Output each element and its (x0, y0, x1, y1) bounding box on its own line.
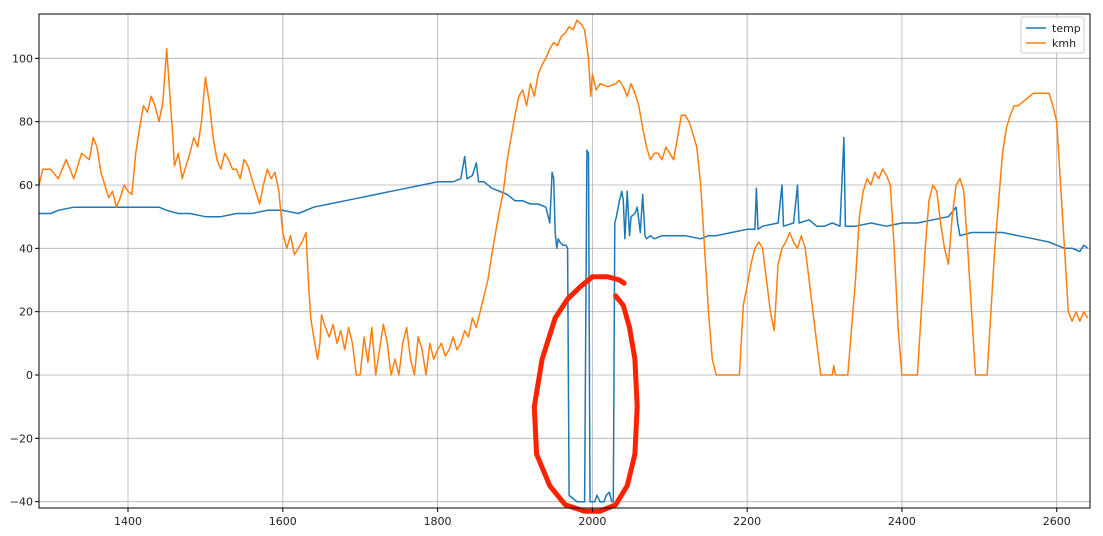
x-tick-label: 2600 (1043, 515, 1071, 528)
x-tick-label: 2000 (578, 515, 606, 528)
y-tick-label: 0 (26, 369, 33, 382)
y-tick-label: 60 (19, 179, 33, 192)
x-tick-label: 1800 (424, 515, 452, 528)
plot-frame (38, 13, 1091, 509)
legend: temp kmh (1020, 16, 1085, 54)
series-line-temp (39, 136, 1089, 503)
series-layer (38, 19, 1089, 503)
x-tick-label: 1600 (269, 515, 297, 528)
red-circle-annotation (531, 274, 640, 514)
y-tick-label: 80 (19, 116, 33, 129)
y-tick-label: 40 (19, 242, 33, 255)
x-tick-label: 1400 (114, 515, 142, 528)
y-tick-label: 20 (19, 306, 33, 319)
y-tick-label: −20 (10, 432, 33, 445)
x-axis: 1400 1600 1800 2000 2200 2400 2600 (114, 508, 1071, 528)
legend-label-kmh: kmh (1052, 37, 1076, 50)
y-tick-label: −40 (10, 496, 33, 509)
x-tick-label: 2200 (733, 515, 761, 528)
y-tick-label: 100 (12, 52, 33, 65)
legend-label-temp: temp (1052, 22, 1081, 35)
y-axis: −40 −20 0 20 40 60 80 100 (10, 52, 39, 509)
x-tick-label: 2400 (888, 515, 916, 528)
series-line-kmh (38, 19, 1089, 376)
legend-box (1020, 16, 1085, 54)
red-circle-annotation-tail (616, 277, 627, 286)
